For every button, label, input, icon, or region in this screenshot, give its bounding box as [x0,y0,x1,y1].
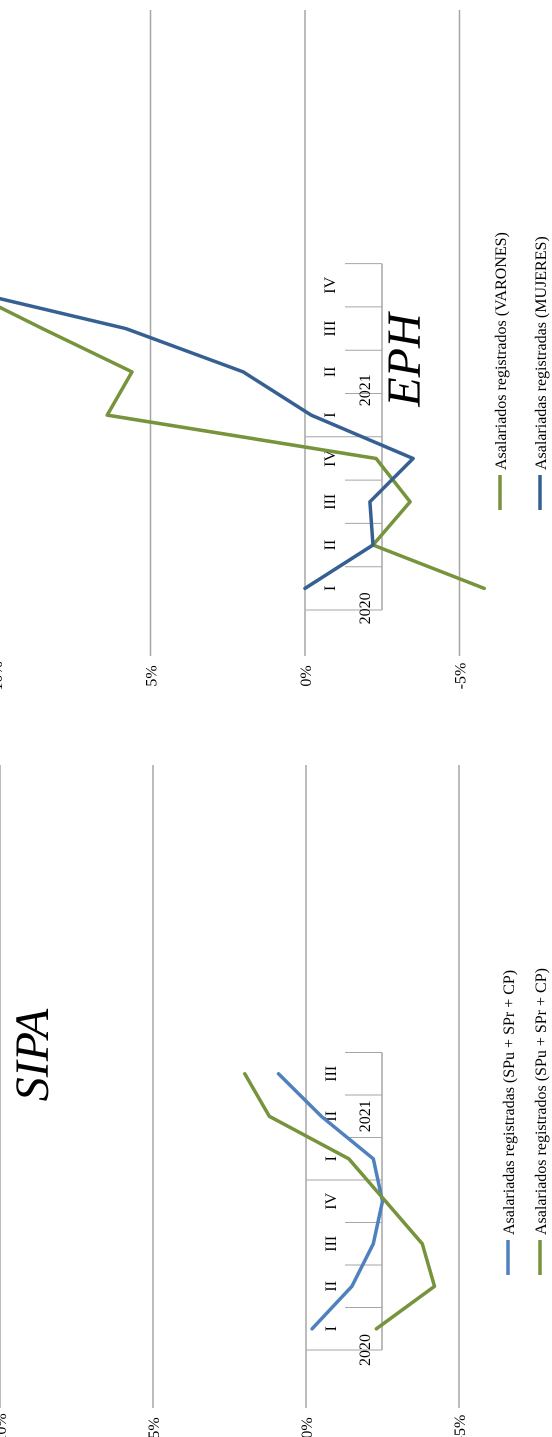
quarter-label: IV [322,450,339,467]
quarter-label: II [323,1111,340,1122]
sipa-series [243,1072,437,1331]
quarter-label: III [323,1066,340,1082]
sipa-panel: SIPA 15%10%5%0%-5%-10% IIIIIIIVIIIIII202… [0,765,550,1437]
legend-label-asalariados: Asalariados registrados (SPu + SPr + CP) [533,968,550,1235]
eph-panel: EPH 15%10%5%0%-5%-10% IIIIIIIVIIIIIIIV20… [0,10,550,691]
quarter-label: IV [322,276,339,293]
quarter-label: III [322,494,339,510]
eph-title: EPH [378,311,431,408]
y-tick-label: 5% [146,1417,163,1437]
series-line-1 [276,1072,385,1331]
quarter-label: I [322,412,339,417]
quarter-label: IV [323,1192,340,1209]
y-tick-label: -5% [453,663,470,690]
quarter-label: II [322,367,339,378]
y-tick-label: 0% [298,665,315,686]
sipa-gridlines [0,765,460,1408]
eph-y-axis: 15%10%5%0%-5%-10% [0,661,470,690]
eph-legend: Asalariados registrados (VARONES) Asalar… [493,232,550,510]
eph-series [0,296,486,591]
series-line-2 [0,296,415,591]
series-line-2 [243,1072,437,1331]
eph-gridlines [149,10,461,656]
y-tick-label: 10% [0,1413,10,1437]
quarter-label: III [323,1236,340,1252]
year-label: 2020 [357,592,374,624]
sipa-y-axis: 15%10%5%0%-5%-10% [0,1413,469,1437]
legend-label-asalariadas: Asalariadas registradas (SPu + SPr + CP) [501,970,518,1235]
quarter-label: II [323,1281,340,1292]
y-tick-label: 5% [144,665,161,686]
quarter-label: I [322,586,339,591]
y-tick-label: 10% [0,661,6,690]
quarter-label: I [323,1326,340,1331]
legend-label-mujeres: Asalariadas registradas (MUJERES) [533,236,550,470]
sipa-legend: Asalariadas registradas (SPu + SPr + CP)… [501,968,550,1275]
legend-label-varones: Asalariados registrados (VARONES) [493,232,510,470]
quarter-label: III [322,321,339,337]
y-tick-label: -5% [452,1415,469,1437]
sipa-title: SIPA [6,1008,59,1101]
quarter-label: I [323,1156,340,1161]
year-label: 2021 [357,374,374,406]
year-label: 2020 [357,1334,374,1366]
year-label: 2021 [357,1100,374,1132]
series-line-1 [0,305,486,591]
y-tick-label: 0% [299,1417,316,1437]
quarter-label: II [322,540,339,551]
